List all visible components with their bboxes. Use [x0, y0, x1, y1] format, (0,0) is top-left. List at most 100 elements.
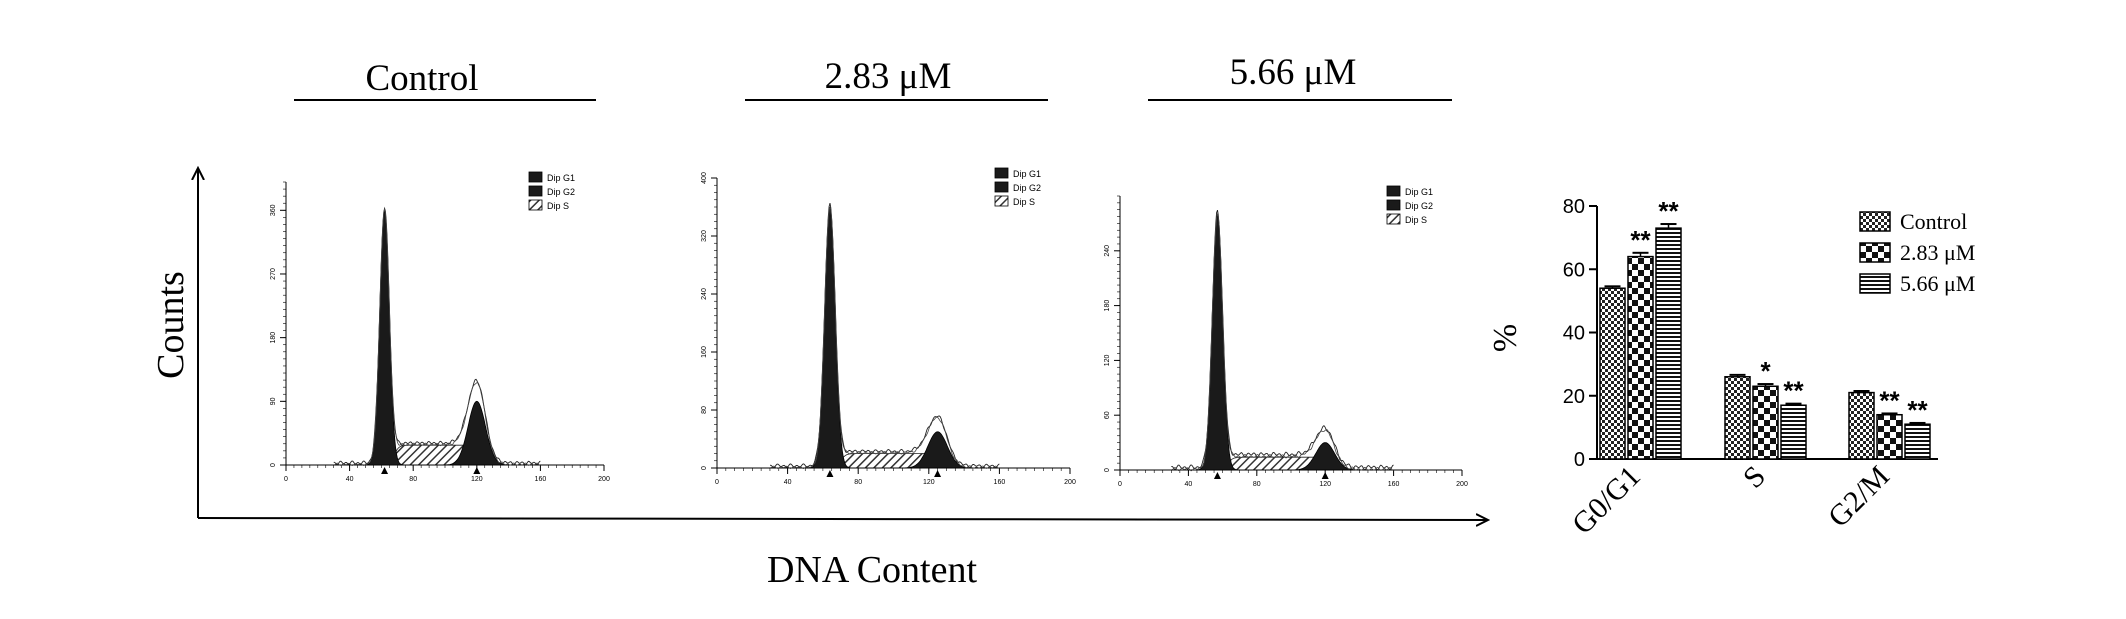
- y-tick-label: 320: [701, 230, 708, 242]
- bar-category-label: G2/M: [1822, 460, 1896, 534]
- x-tick-label: 80: [1253, 481, 1261, 488]
- legend-entry: Dip G2: [547, 187, 575, 197]
- histogram-envelope: [333, 208, 541, 467]
- bar-y-tick-label: 40: [1563, 323, 1585, 345]
- histogram-panels: Control 0 40 80 120 160 200 0 90 180 270 360 ▲ ▲ Dip G…: [270, 52, 1468, 488]
- y-tick-label: 240: [701, 288, 708, 300]
- bar-legend-swatch: [1859, 242, 1891, 263]
- x-tick-label: 40: [784, 479, 792, 486]
- legend-entry: Dip S: [1013, 197, 1035, 207]
- legend-swatch: [528, 185, 543, 197]
- histogram-1: Control 0 40 80 120 160 200 0 90 180 270 360 ▲ ▲ Dip G…: [270, 58, 610, 483]
- legend-swatch: [1386, 199, 1401, 211]
- y-tick-label: 270: [270, 268, 277, 280]
- dna-content-axis-label: DNA Content: [767, 549, 978, 591]
- significance-marker: **: [1630, 225, 1651, 255]
- bar-legend-entry: 2.83 μM: [1900, 240, 1975, 265]
- bar-legend-swatch: [1859, 211, 1891, 232]
- x-tick-label: 200: [1456, 481, 1468, 488]
- bar-y-axis-label: %: [1487, 324, 1524, 352]
- x-tick-label: 120: [923, 479, 935, 486]
- legend-entry: Dip G2: [1405, 201, 1433, 211]
- y-tick-label: 0: [270, 463, 277, 467]
- bar-y-tick-label: 0: [1574, 449, 1585, 471]
- bar-category-label: G0/G1: [1566, 460, 1647, 541]
- x-tick-label: 120: [471, 476, 483, 483]
- bar-y-tick-label: 80: [1563, 196, 1585, 218]
- legend-swatch: [1386, 213, 1401, 225]
- x-tick-label: 80: [854, 479, 862, 486]
- bar: [1780, 404, 1807, 460]
- legend-swatch: [994, 167, 1009, 179]
- legend-swatch: [1386, 185, 1401, 197]
- y-tick-label: 400: [701, 172, 708, 184]
- significance-marker: *: [1760, 356, 1771, 386]
- y-tick-label: 180: [1104, 300, 1111, 312]
- significance-marker: **: [1879, 385, 1900, 415]
- bar-legend-entry: Control: [1900, 209, 1967, 234]
- bar-legend-entry: 5.66 μM: [1900, 271, 1975, 296]
- dip-g1-area: [333, 210, 541, 466]
- bar-y-tick-label: 60: [1563, 259, 1585, 281]
- legend-entry: Dip S: [1405, 215, 1427, 225]
- x-tick-label: 160: [994, 479, 1006, 486]
- bar: [1848, 391, 1875, 460]
- x-tick-label: 160: [1388, 481, 1400, 488]
- histogram-2: 2.83 μM 0 40 80 120 160 200 0 80 160 240 320 400 ▲ ▲ Di…: [701, 56, 1076, 486]
- x-tick-label: 0: [715, 479, 719, 486]
- y-tick-label: 60: [1104, 411, 1111, 419]
- histogram-envelope: [770, 206, 1000, 470]
- x-tick-label: 160: [535, 476, 547, 483]
- legend-swatch: [994, 195, 1009, 207]
- legend-entry: Dip G1: [547, 173, 575, 183]
- histogram-envelope: [1171, 212, 1394, 472]
- histogram-envelope: [333, 206, 541, 466]
- dna-content-axis-line: [197, 518, 1488, 520]
- bar: [1752, 385, 1779, 460]
- dip-g1-area: [1171, 214, 1394, 471]
- legend-entry: Dip S: [547, 201, 569, 211]
- histogram-title: 5.66 μM: [1230, 52, 1357, 93]
- y-tick-label: 360: [270, 204, 277, 216]
- bar: [1876, 413, 1903, 460]
- bar: [1627, 255, 1654, 460]
- y-tick-label: 120: [1104, 354, 1111, 366]
- legend-entry: Dip G1: [1013, 169, 1041, 179]
- histogram-title: 2.83 μM: [825, 56, 952, 97]
- y-tick-label: 0: [701, 466, 708, 470]
- counts-axis-label: Counts: [150, 271, 192, 379]
- x-tick-label: 120: [1319, 481, 1331, 488]
- y-tick-label: 240: [1104, 245, 1111, 257]
- peak-marker: ▲: [824, 466, 836, 480]
- y-tick-label: 160: [701, 346, 708, 358]
- bar-category-label: S: [1737, 460, 1772, 495]
- significance-marker: **: [1658, 196, 1679, 226]
- histogram-title: Control: [365, 58, 478, 99]
- bar: [1599, 287, 1626, 460]
- x-tick-label: 0: [284, 476, 288, 483]
- bar: [1904, 423, 1931, 460]
- legend-swatch: [528, 171, 543, 183]
- histogram-envelope: [1171, 209, 1394, 471]
- y-tick-label: 180: [270, 332, 277, 344]
- x-tick-label: 80: [409, 476, 417, 483]
- peak-marker: ▲: [471, 463, 483, 477]
- x-tick-label: 200: [1064, 479, 1076, 486]
- x-tick-label: 200: [598, 476, 610, 483]
- x-tick-label: 0: [1118, 481, 1122, 488]
- peak-marker: ▲: [1212, 468, 1224, 482]
- x-tick-label: 40: [1185, 481, 1193, 488]
- peak-marker: ▲: [379, 463, 391, 477]
- peak-marker: ▲: [932, 466, 944, 480]
- y-tick-label: 90: [270, 397, 277, 405]
- x-tick-label: 40: [346, 476, 354, 483]
- bar: [1724, 376, 1751, 460]
- global-axes: Counts DNA Content: [150, 168, 1488, 591]
- histogram-3: 5.66 μM 0 40 80 120 160 200 0 60 120 180 240 ▲ ▲ Dip G…: [1104, 52, 1468, 488]
- y-tick-label: 80: [701, 406, 708, 414]
- bar-legend-swatch: [1859, 273, 1891, 294]
- bar-y-tick-label: 20: [1563, 386, 1585, 408]
- legend-entry: Dip G2: [1013, 183, 1041, 193]
